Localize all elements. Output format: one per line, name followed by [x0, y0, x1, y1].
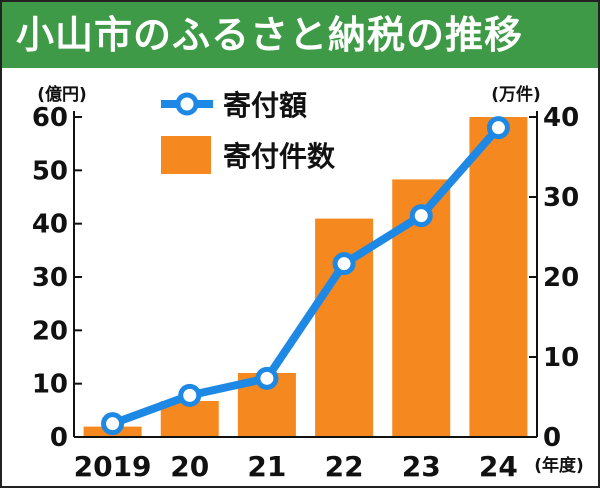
y-left-tick-label: 20	[32, 316, 68, 346]
x-tick-label-2019: 2019	[74, 450, 152, 483]
x-tick-label-21: 21	[247, 450, 286, 483]
line-point-21	[255, 366, 279, 390]
x-tick-label-22: 22	[325, 450, 364, 483]
y-right-tick-label: 10	[543, 343, 579, 373]
y-right-tick-label: 20	[543, 263, 579, 293]
bar-24	[469, 117, 528, 437]
x-tick-label-23: 23	[402, 450, 441, 483]
y-left-tick-label: 30	[32, 263, 68, 293]
chart-title: 小山市のふるさと納税の推移	[2, 2, 598, 68]
x-tick-label-24: 24	[479, 450, 518, 483]
line-point-22	[332, 252, 356, 276]
y-left-tick-label: 40	[32, 210, 68, 240]
legend-label-line: 寄付額	[223, 89, 307, 122]
y-left-axis-label: (億円)	[37, 84, 87, 105]
y-left-tick-label: 0	[50, 423, 68, 453]
y-left-tick-label: 50	[32, 156, 68, 186]
y-left-tick-label: 60	[32, 103, 68, 133]
y-right-tick-label: 40	[543, 103, 579, 133]
legend-line-marker	[175, 92, 199, 116]
line-point-24	[486, 116, 510, 140]
x-axis-label: (年度)	[534, 455, 584, 476]
y-right-axis-label: (万件)	[491, 84, 541, 105]
line-point-2019	[101, 412, 125, 436]
bar-20	[160, 401, 219, 437]
line-series-寄付額	[111, 125, 502, 428]
y-right-tick-label: 30	[543, 183, 579, 213]
line-point-20	[178, 383, 202, 407]
y-left-tick-label: 10	[32, 370, 68, 400]
legend-bar-swatch	[161, 136, 211, 174]
legend-label-bar: 寄付件数	[223, 140, 336, 173]
line-point-23	[409, 204, 433, 228]
x-tick-label-20: 20	[170, 450, 209, 483]
y-right-tick-label: 0	[543, 423, 561, 453]
